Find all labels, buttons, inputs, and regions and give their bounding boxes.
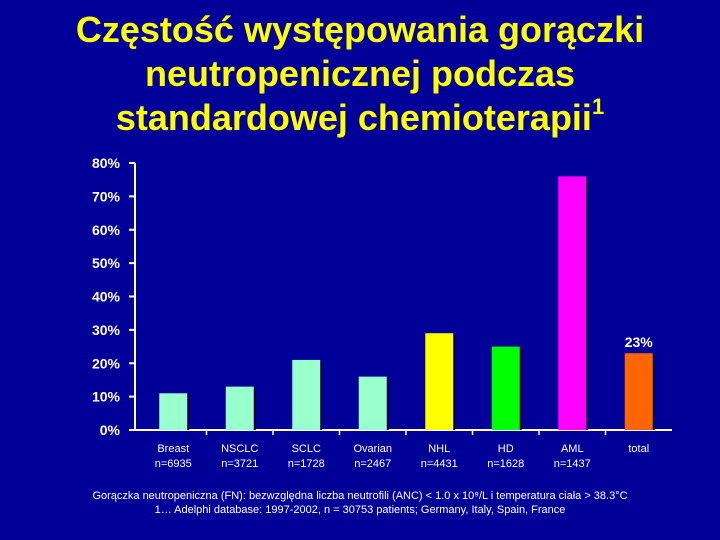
x-category-sublabel: n=4431 xyxy=(421,458,458,470)
title-line-2: neutropenicznej podczas xyxy=(144,53,576,94)
x-category-label: NHL xyxy=(428,443,450,455)
x-category-label: SCLC xyxy=(292,443,321,455)
bar-total xyxy=(624,353,653,430)
bar-breast xyxy=(159,393,188,430)
x-category-sublabel: n=1437 xyxy=(554,458,591,470)
x-category-label: total xyxy=(628,443,649,455)
y-tick-label: 30% xyxy=(92,322,121,338)
y-tick-label: 20% xyxy=(92,355,121,371)
y-tick-label: 40% xyxy=(92,289,121,305)
x-category-sublabel: n=6935 xyxy=(155,458,192,470)
x-category-label: NSCLC xyxy=(221,443,258,455)
title-line-3: standardowej chemioterapii1 xyxy=(0,96,720,140)
title-line-1: Częstość występowania gorączki xyxy=(75,9,645,50)
bar-aml xyxy=(558,176,587,430)
x-category-label: Breast xyxy=(157,443,189,455)
footnote-1: Gorączka neutropeniczna (FN): bezwzględn… xyxy=(92,490,628,502)
x-category-label: HD xyxy=(498,443,514,455)
x-category-sublabel: n=3721 xyxy=(221,458,258,470)
y-tick-label: 80% xyxy=(92,155,121,171)
data-label: 23% xyxy=(625,334,654,350)
y-tick-label: 60% xyxy=(92,222,121,238)
title-superscript: 1 xyxy=(591,94,605,119)
x-category-label: Ovarian xyxy=(353,443,392,455)
y-tick-label: 10% xyxy=(92,389,121,405)
bar-ovarian xyxy=(358,376,387,430)
y-tick-label: 70% xyxy=(92,188,121,204)
x-category-sublabel: n=1728 xyxy=(288,458,325,470)
x-category-sublabel: n=2467 xyxy=(354,458,391,470)
title-line-3-text: standardowej chemioterapii xyxy=(115,97,592,138)
bar-nhl xyxy=(425,333,454,430)
footnote-2: 1… Adelphi database: 1997-2002, n = 3075… xyxy=(154,504,566,516)
x-category-label: AML xyxy=(561,443,584,455)
y-tick-label: 50% xyxy=(92,255,121,271)
x-category-sublabel: n=1628 xyxy=(487,458,524,470)
bar-sclc xyxy=(292,359,321,430)
slide-title: Częstość występowania gorączki neutropen… xyxy=(0,8,720,140)
y-tick-label: 0% xyxy=(100,422,121,438)
bar-nsclc xyxy=(225,386,254,430)
bar-hd xyxy=(491,346,520,430)
